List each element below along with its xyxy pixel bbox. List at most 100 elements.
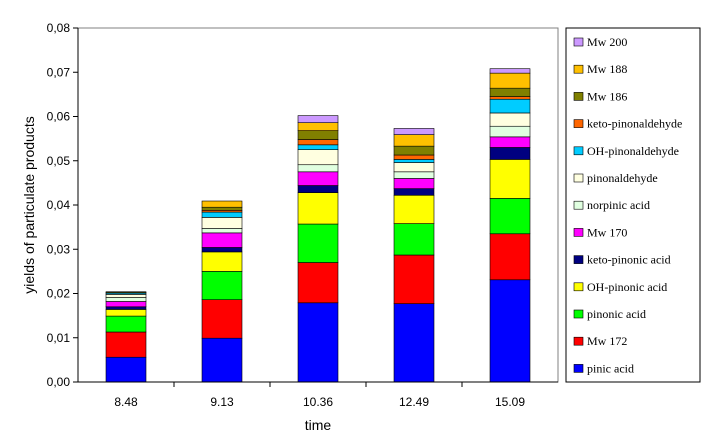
legend-swatch <box>573 146 584 156</box>
bar-segment <box>393 303 435 383</box>
bar-segment <box>393 223 435 256</box>
bar-segment <box>489 159 531 199</box>
y-tick-label: 0,02 <box>47 287 71 301</box>
bar-segment <box>105 297 147 302</box>
bar-segment <box>393 154 435 160</box>
bar-segment <box>489 125 531 138</box>
bar-segment <box>489 98 531 114</box>
bar-segment <box>297 171 339 186</box>
legend-label: pinonaldehyde <box>587 171 658 185</box>
bar-segment <box>201 337 243 383</box>
bar-segment <box>489 233 531 281</box>
bar-segment <box>201 228 243 234</box>
legend-label: pinic acid <box>587 361 634 375</box>
y-tick-label: 0,06 <box>47 110 71 124</box>
bar-segment <box>489 68 531 74</box>
bar-segment <box>393 134 435 147</box>
bar-segment <box>393 194 435 224</box>
legend-label: keto-pinonic acid <box>587 253 671 267</box>
legend-swatch <box>573 37 584 47</box>
bars <box>105 68 531 383</box>
bar-segment <box>393 254 435 304</box>
bar-segment <box>393 178 435 189</box>
y-axis-ticks: 0,00 0,01 0,02 0,03 0,04 0,05 0,06 0,07 0,08 <box>47 21 78 389</box>
bar-segment <box>393 171 435 179</box>
y-tick-label: 0,05 <box>47 154 71 168</box>
legend-label: OH-pinonic acid <box>587 280 667 294</box>
legend-swatch <box>573 364 584 373</box>
legend-swatch <box>573 64 584 74</box>
legend-label: Mw 186 <box>587 89 627 103</box>
bar-segment <box>297 115 339 123</box>
bar-segment <box>105 309 147 317</box>
bar-segment <box>201 251 243 272</box>
bar-segment <box>489 112 531 127</box>
y-tick-label: 0,04 <box>47 198 71 212</box>
bar-segment <box>105 306 147 310</box>
bar-segment <box>297 130 339 140</box>
bar-segment <box>201 271 243 300</box>
y-axis-title: yields of particulate products <box>21 116 37 293</box>
x-tick-label: 9.13 <box>210 395 234 409</box>
bar-segment <box>105 356 147 383</box>
legend: Mw 200 Mw 188 Mw 186 keto-pinonaldehyde OH-p… <box>565 27 701 383</box>
bar-segment <box>297 164 339 173</box>
bar-segment <box>105 331 147 358</box>
bar-segment <box>297 139 339 146</box>
bar-segment <box>393 188 435 196</box>
legend-swatch <box>573 309 584 319</box>
bar-segment <box>393 162 435 173</box>
bar-segment <box>297 262 339 304</box>
bar-segment <box>393 128 435 135</box>
y-tick-label: 0,07 <box>47 65 71 79</box>
bar-segment <box>201 217 243 229</box>
y-tick-label: 0,08 <box>47 21 71 35</box>
bar-segment <box>201 299 243 339</box>
legend-swatch <box>573 119 584 128</box>
legend-swatch <box>573 200 584 210</box>
legend-label: Mw 188 <box>587 62 627 76</box>
x-tick-label: 8.48 <box>114 395 138 409</box>
legend-label: OH-pinonaldehyde <box>587 144 679 158</box>
legend-label: norpinic acid <box>587 198 650 212</box>
legend-swatch <box>573 92 584 101</box>
legend-swatch <box>573 282 584 292</box>
legend-swatch <box>573 173 584 183</box>
bar-segment <box>105 291 147 293</box>
y-tick-label: 0,01 <box>47 331 71 345</box>
legend-swatch <box>573 228 584 237</box>
y-tick-label: 0,00 <box>47 375 71 389</box>
bar-segment <box>297 223 339 263</box>
bar-segment <box>201 232 243 248</box>
bar-segment <box>489 96 531 100</box>
bar-segment <box>201 247 243 253</box>
bar-segment <box>489 136 531 148</box>
bar-segment <box>201 211 243 218</box>
bar-segment <box>297 122 339 131</box>
bar-segment <box>297 185 339 193</box>
legend-box <box>565 27 701 383</box>
bar-segment <box>297 192 339 225</box>
bar-segment <box>201 206 243 211</box>
bar-segment <box>489 279 531 383</box>
legend-swatch <box>573 255 584 264</box>
legend-swatch <box>573 336 584 346</box>
legend-label: Mw 170 <box>587 225 627 239</box>
x-tick-label: 15.09 <box>495 395 525 409</box>
bar-segment <box>297 144 339 150</box>
legend-label: pinonic acid <box>587 307 646 321</box>
legend-label: keto-pinonaldehyde <box>587 117 682 131</box>
bar-segment <box>489 147 531 160</box>
bar-segment <box>489 72 531 89</box>
bar-segment <box>489 198 531 235</box>
bar-segment <box>201 200 243 208</box>
bar-segment <box>297 149 339 166</box>
bar-segment <box>105 301 147 308</box>
legend-label: Mw 200 <box>587 35 627 49</box>
bar-segment <box>105 294 147 298</box>
bar-segment <box>393 159 435 163</box>
x-axis-ticks: 8.48 9.13 10.36 12.49 15.09 <box>114 382 525 409</box>
bar-segment <box>489 87 531 97</box>
x-tick-label: 12.49 <box>399 395 429 409</box>
